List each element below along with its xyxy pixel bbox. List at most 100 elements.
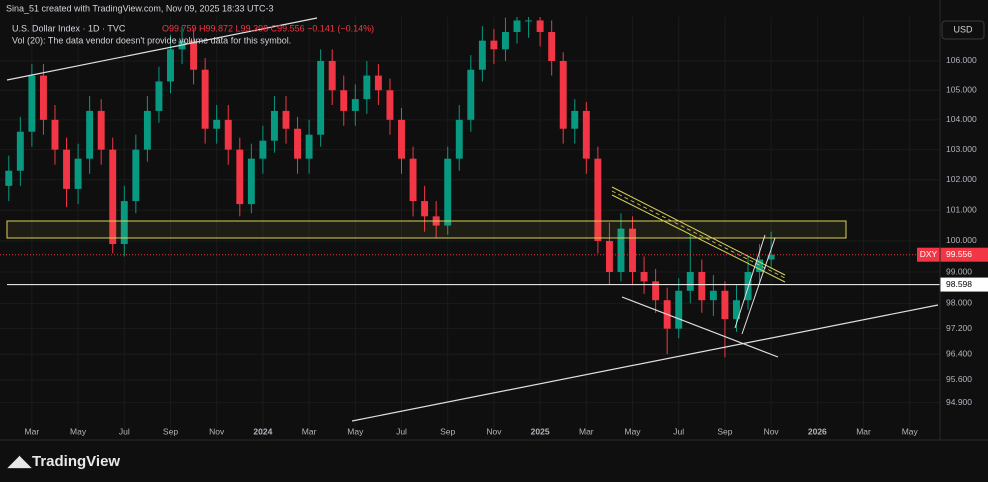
channel-line (734, 234, 766, 329)
candle-body (120, 201, 128, 245)
symbol-title: U.S. Dollar Index · 1D · TVC (12, 23, 126, 33)
x-tick-label: Nov (209, 426, 225, 436)
candle-body (652, 281, 660, 301)
currency[interactable]: USD (953, 24, 973, 34)
candle-body (756, 259, 764, 273)
y-tick-label: 96.400 (946, 348, 972, 358)
candle-body (63, 149, 70, 189)
candle-body (236, 149, 244, 205)
candle-body (247, 158, 255, 205)
hline-tag (940, 277, 988, 292)
candle-body (270, 110, 278, 141)
candle-body (513, 20, 521, 32)
last-price-label: 99.556 (946, 249, 972, 259)
x-tick-label: May (70, 426, 87, 436)
overlay: DXY 99.556 98.598 (0, 247, 988, 292)
y-tick-label: 94.900 (946, 397, 972, 407)
symbol-label: DXY (920, 249, 938, 259)
symbol-tag (917, 247, 940, 262)
candle-body (421, 201, 429, 217)
candle-body (455, 119, 463, 159)
candle-body (282, 110, 290, 129)
candle-body (767, 254, 775, 260)
x-tick-label: May (347, 426, 364, 436)
volume-note: Vol (20): The data vendor doesn't provid… (12, 35, 291, 45)
candle-body (224, 119, 232, 150)
x-tick-label: Mar (25, 426, 40, 436)
candle-body (86, 110, 94, 159)
ohlc: O99.759 H99.872 L99.398 C99.556 −0.141 (… (162, 23, 374, 33)
y-tick-label: 95.600 (946, 374, 972, 384)
y-tick-label: 101.000 (946, 204, 977, 214)
candle-body (478, 40, 486, 70)
y-tick-label: 97.200 (946, 323, 972, 333)
candle-body (374, 75, 382, 91)
trend-line (6, 17, 318, 81)
candle-body (39, 75, 47, 120)
x-tick-label: Mar (856, 426, 871, 436)
candle-body (143, 110, 151, 150)
brand-logo: ◢◣ (7, 453, 33, 470)
brand: TradingView (32, 453, 120, 470)
x-tick-label: May (624, 426, 641, 436)
hline-label: 98.598 (946, 279, 972, 289)
drawings (6, 17, 939, 422)
x-tick-label: Nov (764, 426, 780, 436)
zone-rectangle (6, 220, 847, 239)
trend-line (621, 296, 779, 358)
candle-body (594, 158, 602, 241)
candle-body (490, 40, 498, 50)
candle-body (167, 49, 174, 82)
candle-body (582, 110, 590, 159)
y-tick-label: 104.000 (946, 114, 977, 124)
x-tick-label: Nov (486, 426, 502, 436)
candle-body (605, 240, 613, 273)
channel-line (611, 194, 786, 283)
candle-body (733, 300, 740, 320)
x-tick-label: 2026 (808, 426, 827, 436)
candle-body (640, 272, 648, 282)
candle-body (259, 140, 267, 159)
candle-body (132, 149, 140, 202)
x-tick-label: Jul (673, 426, 684, 436)
candle-body (363, 75, 371, 100)
currency-box[interactable] (941, 20, 985, 40)
candle-body (675, 290, 683, 329)
y-tick-label: 105.000 (946, 85, 977, 95)
candle-body (386, 90, 394, 120)
candle-body (317, 60, 325, 135)
candle-body (398, 119, 405, 159)
candle-body (444, 158, 452, 226)
grid (0, 17, 940, 438)
x-tick-label: Sep (440, 426, 455, 436)
candle-body (721, 290, 729, 320)
candle-body (525, 20, 533, 22)
candle-body (548, 31, 556, 61)
candle-body (16, 131, 24, 171)
x-tick-label: Mar (302, 426, 317, 436)
candle-body (698, 272, 706, 301)
y-tick-label: 99.000 (946, 266, 972, 276)
y-tick-label: 98.000 (946, 298, 972, 308)
credit: Sina_51 created with TradingView.com, No… (6, 3, 274, 13)
candle-body (28, 75, 36, 132)
candle-body (501, 31, 509, 50)
candle-body (351, 99, 359, 111)
candle-body (328, 60, 336, 91)
candle-body (340, 90, 348, 111)
x-tick-label: 2025 (531, 426, 550, 436)
candle-body (467, 69, 475, 120)
x-tick-label: Jul (396, 426, 407, 436)
x-tick-label: Jul (119, 426, 130, 436)
candle-body (109, 149, 117, 245)
candle-body (97, 110, 105, 150)
candle-body (74, 158, 82, 189)
candle-body (5, 170, 13, 186)
last-price-tag (940, 247, 988, 262)
y-tick-label: 106.000 (946, 55, 977, 65)
x-tick-label: Mar (579, 426, 594, 436)
candle-body (686, 272, 694, 291)
candle-body (213, 119, 221, 129)
candle-body (201, 69, 209, 129)
